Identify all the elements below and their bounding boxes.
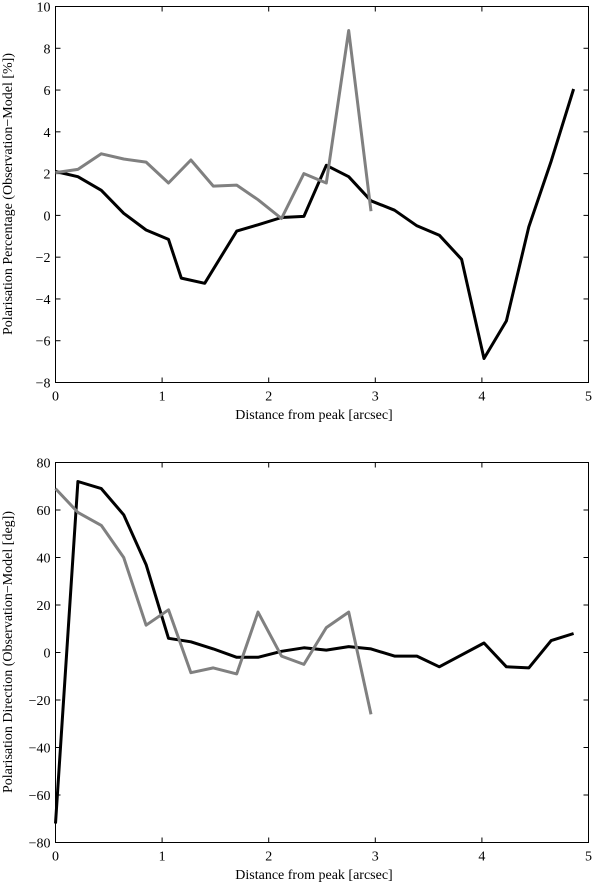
top-y-tick-label: 2 [44,168,51,183]
bottom-y-tick-label: 0 [44,647,51,662]
bottom-x-tick-label: 1 [159,850,166,865]
top-panel: 0 1 2 3 4 5 −8 −6 −4 −2 0 2 4 6 8 10 Distance from peak… [1,1,592,424]
top-x-tick-label: 2 [265,390,272,405]
bottom-x-tick-label: 0 [52,850,59,865]
top-x-tick-label: 1 [159,390,166,405]
top-y-tick-label: −4 [36,293,51,308]
bottom-x-tick-label: 4 [478,850,485,865]
top-x-tick-label: 3 [372,390,379,405]
bottom-y-tick-label: −60 [29,789,51,804]
top-y-tick-label: −2 [36,251,51,266]
bottom-x-tick-label: 3 [372,850,379,865]
top-y-tick-label: 0 [44,209,51,224]
bottom-y-tick-label: 40 [37,552,51,567]
top-series [55,29,576,360]
bottom-panel: 0 1 2 3 4 5 −80 −60 −40 −20 0 20 40 60 80 Distance fro… [1,457,592,883]
top-plot-frame [55,6,589,383]
top-series-line-gray [55,29,373,220]
bottom-y-tick-label: −40 [29,742,51,757]
bottom-y-tick-label: 20 [37,599,51,614]
bottom-series-line-gray [54,487,373,715]
top-y-tick-label: 4 [44,126,51,141]
top-ticks [55,6,589,383]
bottom-x-axis-label: Distance from peak [arcsec] [235,868,392,883]
bottom-ticks [55,462,589,843]
bottom-y-tick-label: −20 [29,694,51,709]
bottom-series [54,480,575,824]
top-y-tick-label: −6 [36,335,51,350]
bottom-series-line-black [54,480,575,824]
bottom-plot-frame [55,462,589,843]
top-y-tick-label: 8 [44,42,51,57]
top-tick-labels: 0 1 2 3 4 5 −8 −6 −4 −2 0 2 4 6 8 10 [36,1,592,405]
top-y-tick-label: 10 [37,1,51,16]
bottom-x-tick-label: 2 [265,850,272,865]
bottom-y-tick-label: 60 [37,504,51,519]
bottom-y-tick-label: 80 [37,457,51,472]
bottom-tick-labels: 0 1 2 3 4 5 −80 −60 −40 −20 0 20 40 60 80 [29,457,592,865]
top-y-tick-label: 6 [44,84,51,99]
top-x-tick-label: 0 [52,390,59,405]
bottom-x-tick-label: 5 [585,850,592,865]
top-series-line-black [55,88,576,360]
top-y-tick-label: −8 [36,377,51,392]
bottom-y-axis-label: Polarisation Direction (Observation−Mode… [1,511,16,793]
top-x-tick-label: 5 [585,390,592,405]
top-x-tick-label: 4 [478,390,485,405]
bottom-y-tick-label: −80 [29,837,51,852]
top-x-axis-label: Distance from peak [arcsec] [235,408,392,423]
top-y-axis-label: Polarisation Percentage (Observation−Mod… [1,53,16,335]
